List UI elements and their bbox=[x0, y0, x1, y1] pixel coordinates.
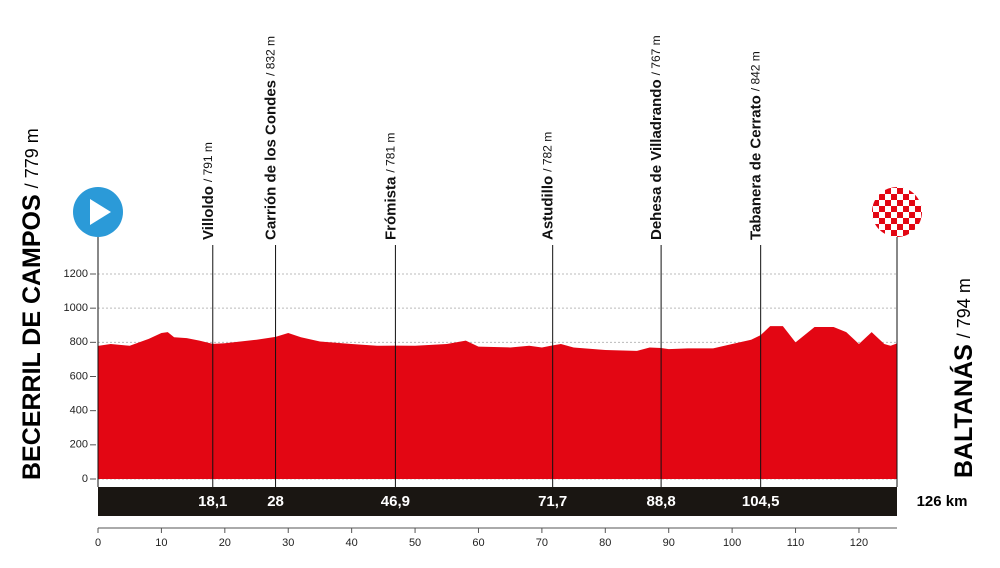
start-name: BECERRIL DE CAMPOS bbox=[18, 194, 46, 480]
waypoint-km: 71,7 bbox=[538, 493, 567, 510]
start-elevation: / 779 m bbox=[22, 128, 42, 188]
y-tick-label: 1000 bbox=[64, 302, 88, 314]
waypoint-label: Tabanera de Cerrato / 842 m bbox=[748, 51, 765, 240]
x-tick-label: 80 bbox=[599, 537, 611, 549]
elevation-area bbox=[98, 326, 897, 479]
x-tick-label: 100 bbox=[723, 537, 741, 549]
finish-name: BALTANÁS bbox=[949, 344, 978, 478]
waypoint-elevation: / 842 m bbox=[749, 51, 763, 91]
x-tick-label: 20 bbox=[219, 537, 231, 549]
start-label: BECERRIL DE CAMPOS / 779 m bbox=[18, 128, 46, 480]
waypoint-label: Villoldo / 791 m bbox=[200, 142, 217, 240]
x-tick-label: 110 bbox=[787, 537, 805, 549]
x-tick-label: 120 bbox=[850, 537, 868, 549]
y-tick-label: 800 bbox=[70, 336, 88, 348]
waypoint-name: Astudillo bbox=[540, 176, 557, 240]
waypoint-name: Frómista bbox=[382, 176, 399, 240]
distance-band bbox=[98, 487, 897, 516]
waypoint-name: Carrión de los Condes bbox=[263, 80, 280, 240]
y-tick-label: 400 bbox=[70, 405, 88, 417]
waypoint-name: Villoldo bbox=[200, 186, 217, 240]
x-tick-label: 60 bbox=[472, 537, 484, 549]
waypoint-label: Dehesa de Villadrando / 767 m bbox=[648, 35, 665, 240]
y-tick-label: 600 bbox=[70, 370, 88, 382]
x-tick-label: 70 bbox=[536, 537, 548, 549]
finish-elevation: / 794 m bbox=[954, 278, 974, 338]
y-tick-label: 200 bbox=[70, 439, 88, 451]
waypoint-name: Dehesa de Villadrando bbox=[648, 79, 665, 240]
finish-icon bbox=[872, 187, 922, 237]
x-tick-label: 40 bbox=[346, 537, 358, 549]
waypoint-elevation: / 767 m bbox=[649, 35, 663, 75]
x-tick-label: 30 bbox=[282, 537, 294, 549]
finish-distance: 126 km bbox=[917, 493, 968, 510]
waypoint-label: Frómista / 781 m bbox=[382, 133, 399, 240]
waypoint-km: 88,8 bbox=[647, 493, 676, 510]
y-tick-label: 1200 bbox=[64, 268, 88, 280]
x-tick-label: 50 bbox=[409, 537, 421, 549]
waypoint-elevation: / 781 m bbox=[384, 133, 398, 173]
waypoint-elevation: / 782 m bbox=[541, 132, 555, 172]
waypoint-km: 18,1 bbox=[198, 493, 227, 510]
x-tick-label: 10 bbox=[155, 537, 167, 549]
waypoint-name: Tabanera de Cerrato bbox=[748, 95, 765, 240]
start-arrow bbox=[90, 199, 111, 225]
waypoint-elevation: / 832 m bbox=[264, 36, 278, 76]
y-tick-label: 0 bbox=[82, 473, 88, 485]
waypoint-km: 28 bbox=[267, 493, 284, 510]
x-tick-label: 0 bbox=[95, 537, 101, 549]
waypoint-elevation: / 791 m bbox=[201, 142, 215, 182]
finish-label: BALTANÁS / 794 m bbox=[949, 278, 978, 478]
waypoint-km: 46,9 bbox=[381, 493, 410, 510]
waypoint-km: 104,5 bbox=[742, 493, 780, 510]
x-tick-label: 90 bbox=[663, 537, 675, 549]
waypoint-label: Carrión de los Condes / 832 m bbox=[263, 36, 280, 240]
waypoint-label: Astudillo / 782 m bbox=[540, 132, 557, 240]
